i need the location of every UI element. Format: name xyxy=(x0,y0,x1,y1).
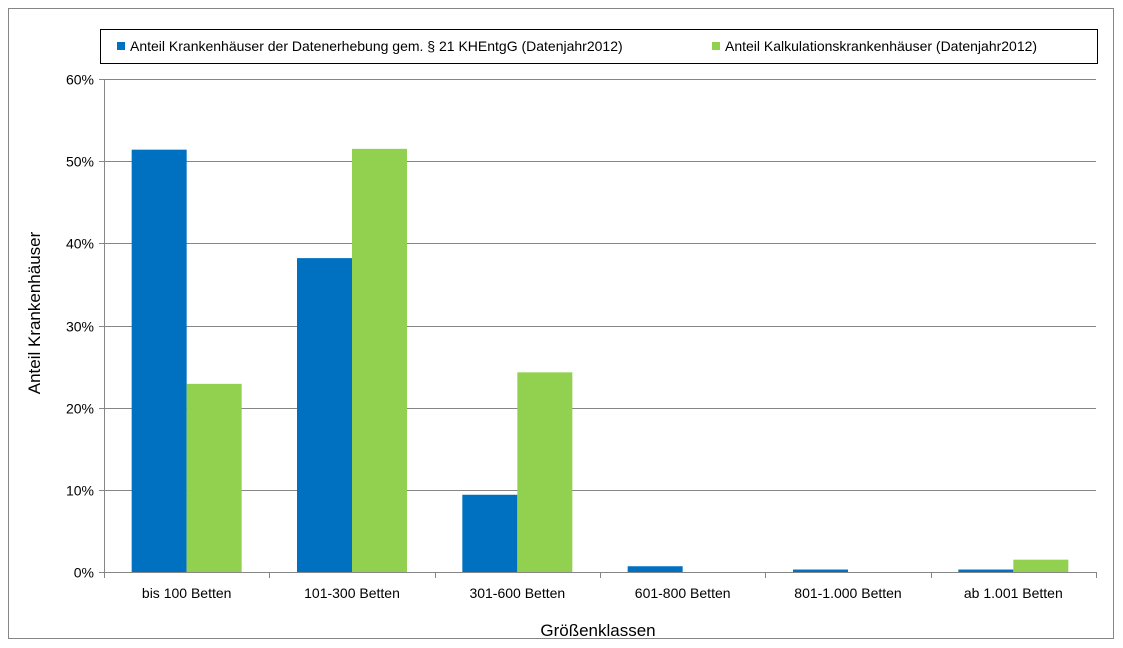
bar-series-1 xyxy=(958,569,1014,572)
x-tick-label: bis 100 Betten xyxy=(142,585,232,601)
bar-series-2 xyxy=(352,148,407,572)
y-tick-label: 30% xyxy=(66,319,94,335)
y-tick-labels: 0% 10% 20% 30% 40% 50% 60% xyxy=(66,72,94,581)
bar-series-2 xyxy=(1013,559,1069,572)
bar-series-1 xyxy=(297,258,352,572)
x-tick-label: 601-800 Betten xyxy=(635,585,731,601)
axes xyxy=(104,79,1097,578)
gridlines xyxy=(99,79,1096,573)
bar-series-2 xyxy=(186,383,242,572)
x-axis-title: Größenklassen xyxy=(540,621,655,640)
x-tick-label: ab 1.001 Betten xyxy=(964,585,1063,601)
y-tick-label: 20% xyxy=(66,401,94,417)
bar-series-2 xyxy=(517,372,573,572)
bar-series-1 xyxy=(131,149,187,572)
bar-series-1 xyxy=(462,494,518,572)
legend-label-series-1: Anteil Krankenhäuser der Datenerhebung g… xyxy=(130,38,623,54)
y-tick-label: 60% xyxy=(66,72,94,88)
x-tick-labels: bis 100 Betten 101-300 Betten 301-600 Bett… xyxy=(142,585,1063,601)
legend-swatch-series-1 xyxy=(117,42,125,50)
bars xyxy=(131,148,1069,572)
legend-box xyxy=(100,29,1098,64)
legend-swatch-series-2 xyxy=(712,42,720,50)
bar-series-1 xyxy=(627,566,683,572)
x-tick-label: 101-300 Betten xyxy=(304,585,400,601)
y-axis-title: Anteil Krankenhäuser xyxy=(25,231,44,394)
x-tick-label: 801-1.000 Betten xyxy=(794,585,901,601)
x-tick-label: 301-600 Betten xyxy=(469,585,565,601)
y-tick-label: 0% xyxy=(74,565,94,581)
y-tick-label: 10% xyxy=(66,483,94,499)
bar-series-1 xyxy=(793,569,848,572)
legend: Anteil Krankenhäuser der Datenerhebung g… xyxy=(100,29,1098,64)
legend-label-series-2: Anteil Kalkulationskrankenhäuser (Datenj… xyxy=(725,38,1037,54)
y-tick-label: 40% xyxy=(66,236,94,252)
y-tick-label: 50% xyxy=(66,154,94,170)
